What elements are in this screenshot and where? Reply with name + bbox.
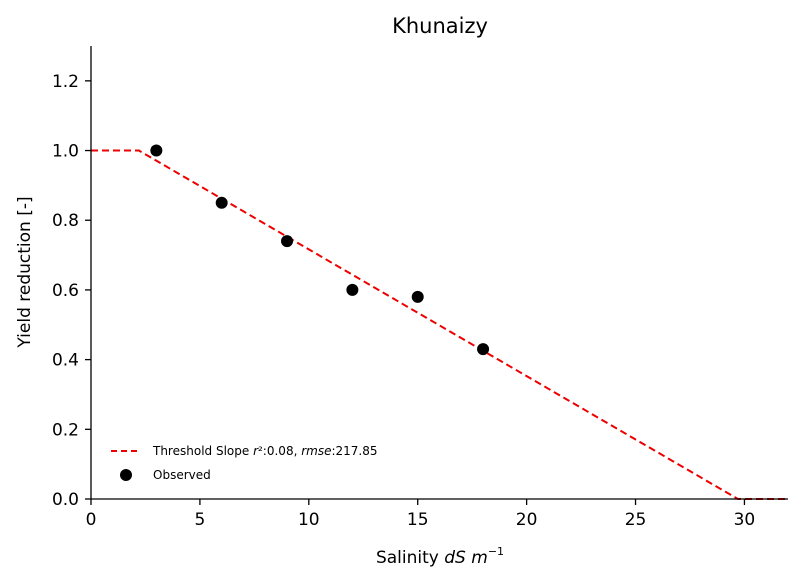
x-tick-label: 5 (194, 510, 205, 530)
y-tick-label: 0.6 (52, 281, 79, 301)
y-tick-label: 1.0 (52, 142, 79, 162)
legend-r2-symbol: r (253, 444, 259, 458)
plot-area: 0 5 10 15 20 25 30 0.0 0.2 0.4 0.6 0.8 1.0 1.2 (52, 46, 788, 530)
y-tick-label: 0.2 (52, 420, 79, 440)
legend-r2-value: ²:0.08, (258, 444, 301, 458)
legend-rmse-value: :217.85 (331, 444, 377, 458)
x-axis-ticks: 0 5 10 15 20 25 30 (86, 499, 756, 530)
legend-observed-label: Observed (153, 468, 211, 482)
x-axis-label: Salinity dS m−1 (376, 545, 504, 568)
x-axis-label-text: Salinity (376, 548, 444, 568)
x-tick-label: 0 (86, 510, 97, 530)
x-tick-label: 25 (625, 510, 647, 530)
x-tick-label: 10 (298, 510, 320, 530)
x-tick-label: 15 (407, 510, 429, 530)
x-axis-unit-ds: dS (444, 548, 466, 568)
y-tick-label: 0.8 (52, 211, 79, 231)
legend-point-marker (120, 469, 132, 481)
observed-point (215, 196, 228, 209)
legend-rmse-symbol: rmse (301, 444, 331, 458)
y-axis-label: Yield reduction [-] (15, 196, 35, 348)
observed-point (150, 144, 163, 157)
y-axis-ticks: 0.0 0.2 0.4 0.6 0.8 1.0 1.2 (52, 72, 91, 510)
x-tick-label: 30 (734, 510, 756, 530)
y-tick-label: 0.4 (52, 351, 79, 371)
legend-threshold-text: Threshold Slope (152, 444, 253, 458)
observed-point (411, 290, 424, 303)
observed-point (477, 343, 490, 356)
legend: Threshold Slope r²:0.08, rmse:217.85 Obs… (111, 444, 378, 482)
y-tick-label: 0.0 (52, 490, 79, 510)
legend-threshold-label: Threshold Slope r²:0.08, rmse:217.85 (152, 444, 378, 458)
observed-point (281, 235, 294, 248)
x-tick-label: 20 (516, 510, 538, 530)
observed-point (346, 283, 359, 296)
x-axis-unit-exponent: −1 (488, 545, 504, 558)
chart-title: Khunaizy (392, 14, 488, 38)
y-tick-label: 1.2 (52, 72, 79, 92)
x-axis-unit-m: m (471, 548, 488, 568)
